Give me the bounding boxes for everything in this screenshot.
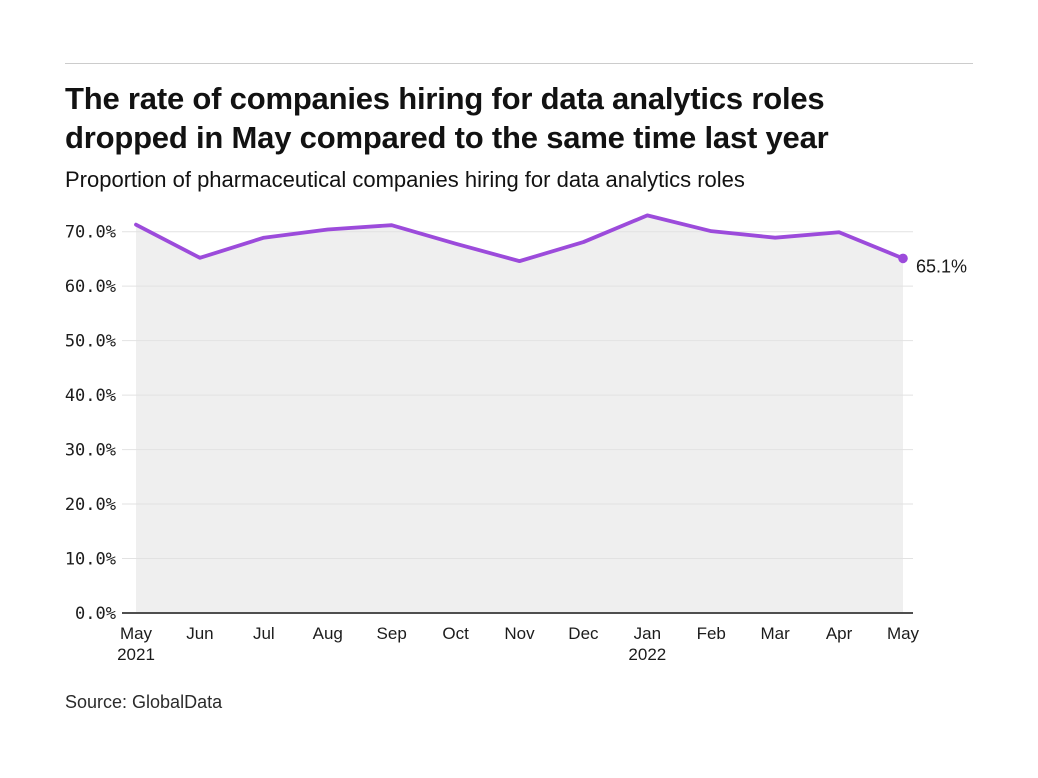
x-tick-label: May xyxy=(120,624,153,643)
x-tick-label: Nov xyxy=(504,624,535,643)
x-tick-year-label: 2022 xyxy=(628,645,666,664)
page-title-line2: dropped in May compared to the same time… xyxy=(65,120,829,155)
x-tick-label: Jul xyxy=(253,624,275,643)
end-point-marker xyxy=(898,253,908,264)
y-tick-label: 60.0% xyxy=(65,277,116,297)
y-tick-label: 50.0% xyxy=(65,332,116,352)
x-tick-label: Mar xyxy=(761,624,791,643)
x-tick-label: Feb xyxy=(697,624,726,643)
y-tick-label: 0.0% xyxy=(75,604,116,624)
source-note: Source: GlobalData xyxy=(65,692,223,712)
x-tick-label: Oct xyxy=(442,624,469,643)
x-tick-label: Aug xyxy=(313,624,343,643)
page-title-line1: The rate of companies hiring for data an… xyxy=(65,81,825,116)
chart-canvas: 0.0% 10.0% 20.0% 30.0% 40.0% 50.0% 60.0% 70.0% M… xyxy=(65,213,967,664)
x-tick-label: May xyxy=(887,624,920,643)
y-tick-label: 40.0% xyxy=(65,386,116,406)
x-tick-label: Jun xyxy=(186,624,213,643)
series-line xyxy=(134,213,905,264)
y-tick-label: 20.0% xyxy=(65,495,116,515)
y-tick-label: 10.0% xyxy=(65,550,116,570)
end-point-label: 65.1% xyxy=(916,256,967,276)
x-tick-label: Jan xyxy=(634,624,661,643)
top-divider xyxy=(65,63,973,64)
chart-subtitle: Proportion of pharmaceutical companies h… xyxy=(65,167,745,192)
y-tick-label: 30.0% xyxy=(65,441,116,461)
x-tick-label: Apr xyxy=(826,624,853,643)
page-title: The rate of companies hiring for data an… xyxy=(65,79,985,157)
x-tick-year-label: 2021 xyxy=(117,645,155,664)
x-tick-label: Dec xyxy=(568,624,599,643)
y-tick-label: 70.0% xyxy=(65,223,116,243)
x-tick-label: Sep xyxy=(377,624,407,643)
line-chart: 0.0% 10.0% 20.0% 30.0% 40.0% 50.0% 60.0% 70.0% M… xyxy=(0,195,1038,675)
series-area-fill xyxy=(136,215,903,613)
